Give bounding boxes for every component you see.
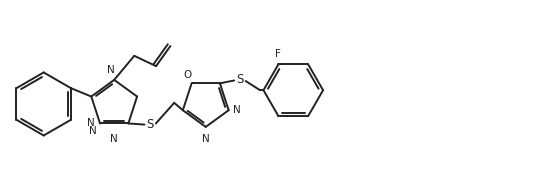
Text: N: N bbox=[87, 118, 94, 128]
Text: N: N bbox=[233, 105, 241, 115]
Text: S: S bbox=[236, 73, 244, 86]
Text: S: S bbox=[146, 118, 154, 131]
Text: N: N bbox=[90, 126, 97, 136]
Text: N: N bbox=[110, 134, 118, 144]
Text: N: N bbox=[108, 65, 115, 75]
Text: F: F bbox=[275, 49, 281, 59]
Text: N: N bbox=[202, 134, 210, 144]
Text: O: O bbox=[183, 70, 191, 80]
